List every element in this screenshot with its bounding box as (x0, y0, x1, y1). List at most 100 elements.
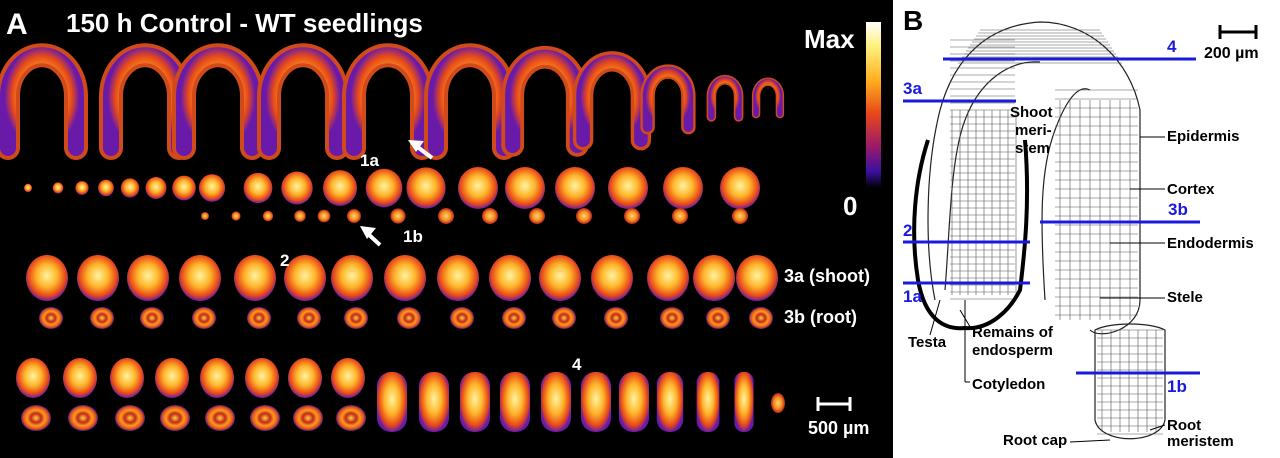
section-4-spot (541, 372, 571, 432)
section-4-root (68, 405, 98, 431)
section-1a-spot (120, 178, 140, 198)
marker-1a: 1a (360, 151, 379, 170)
label-endosperm-2: endosperm (972, 342, 1053, 359)
section-3b-root (706, 307, 730, 329)
section-1a-spot (608, 167, 648, 209)
section-1b-spot (262, 210, 274, 222)
section-4-root (21, 405, 51, 431)
section-3b-root (344, 307, 368, 329)
seedling-arch-core (261, 47, 345, 156)
row-label-root: 3b (root) (784, 307, 857, 327)
seedling-arch-core (176, 47, 260, 156)
seedling-arch-core (708, 76, 742, 120)
section-4-row (16, 358, 785, 432)
label-root-meristem-1: Root (1167, 417, 1201, 434)
seedling-arch-core (346, 47, 430, 156)
section-4-spot (200, 358, 234, 398)
section-1a-spot (172, 175, 196, 201)
section-1-row (24, 167, 760, 224)
label-shoot-meristem-3: stem (1015, 140, 1050, 157)
section-3b-root (90, 307, 114, 329)
section-3a-shoot (384, 255, 426, 301)
section-3a-shoot (539, 255, 581, 301)
section-3a-shoot (736, 255, 778, 301)
section-3a-shoot (331, 255, 373, 301)
section-1b-spot (294, 210, 306, 222)
section-3b-root (604, 307, 628, 329)
section-1a-spot (145, 176, 167, 200)
section-4-spot (619, 372, 649, 432)
section-1b-spot (347, 209, 361, 223)
section-1a-spot (663, 167, 703, 209)
section-4-spot (245, 358, 279, 398)
label-shoot-meristem-1: Shoot (1010, 104, 1053, 121)
scale-bar-a (816, 397, 852, 411)
section-4-root (336, 405, 366, 431)
scale-bar-b-label: 200 µm (1204, 45, 1259, 62)
section-label-1a: 1a (903, 287, 922, 306)
section-3a-shoot (647, 255, 689, 301)
seedling-arch-core (0, 47, 84, 156)
section-4-spot (500, 372, 530, 432)
section-1b-spot (201, 212, 209, 220)
section-3b-root (397, 307, 421, 329)
section-1a-spot (365, 168, 403, 208)
section-3a-shoot (26, 255, 68, 301)
colorbar-min-label: 0 (843, 191, 857, 221)
section-3a-shoot (437, 255, 479, 301)
section-1a-spot (720, 167, 760, 209)
section-1a-spot (323, 170, 357, 206)
section-1b-spot (529, 208, 545, 224)
section-4-spot (16, 358, 50, 398)
section-3a-shoot (591, 255, 633, 301)
section-1b-spot (317, 209, 331, 223)
arrow-icon (408, 140, 434, 160)
section-3b-root (552, 307, 576, 329)
section-4-spot (771, 393, 785, 413)
section-4-spot (656, 372, 684, 432)
marker-2: 2 (280, 251, 289, 270)
section-4-spot (734, 372, 754, 432)
section-1a-spot (198, 174, 226, 202)
section-label-3b: 3b (1168, 200, 1188, 219)
colorbar-max-label: Max (804, 24, 855, 54)
section-4-spot (460, 372, 490, 432)
section-3b-root (247, 307, 271, 329)
section-3a-shoot (77, 255, 119, 301)
label-cortex: Cortex (1167, 181, 1215, 198)
section-1a-spot (555, 167, 595, 209)
section-label-2: 2 (903, 221, 912, 240)
section-4-spot (331, 358, 365, 398)
section-3a-shoot (127, 255, 169, 301)
seedling-arch-row (0, 43, 785, 160)
label-epidermis: Epidermis (1167, 128, 1240, 145)
seedling-arch-core (753, 78, 783, 117)
section-1a-spot (98, 179, 114, 197)
section-3a-shoot (693, 255, 735, 301)
section-1b-spot (624, 208, 640, 224)
section-4-spot (155, 358, 189, 398)
section-lines (903, 57, 1200, 375)
section-3b-root (140, 307, 164, 329)
section-3b-root (39, 307, 63, 329)
label-shoot-meristem-2: meri- (1015, 122, 1052, 139)
section-4-root (205, 405, 235, 431)
section-3b-root (297, 307, 321, 329)
panel-a-title: 150 h Control - WT seedlings (66, 8, 423, 38)
section-4-spot (581, 372, 611, 432)
section-label-4: 4 (1167, 37, 1177, 56)
section-4-root (293, 405, 323, 431)
section-1b-spot (390, 208, 406, 224)
label-endodermis: Endodermis (1167, 235, 1254, 252)
section-1a-spot (458, 167, 498, 209)
section-4-spot (63, 358, 97, 398)
section-label-3a: 3a (903, 79, 922, 98)
section-4-spot (377, 372, 407, 432)
section-4-spot (288, 358, 322, 398)
section-1a-spot (406, 167, 446, 209)
section-4-spot (110, 358, 144, 398)
seedling-arch-core (576, 54, 648, 147)
section-3a-shoot (234, 255, 276, 301)
section-1b-spot (732, 208, 748, 224)
section-4-spot (419, 372, 449, 432)
